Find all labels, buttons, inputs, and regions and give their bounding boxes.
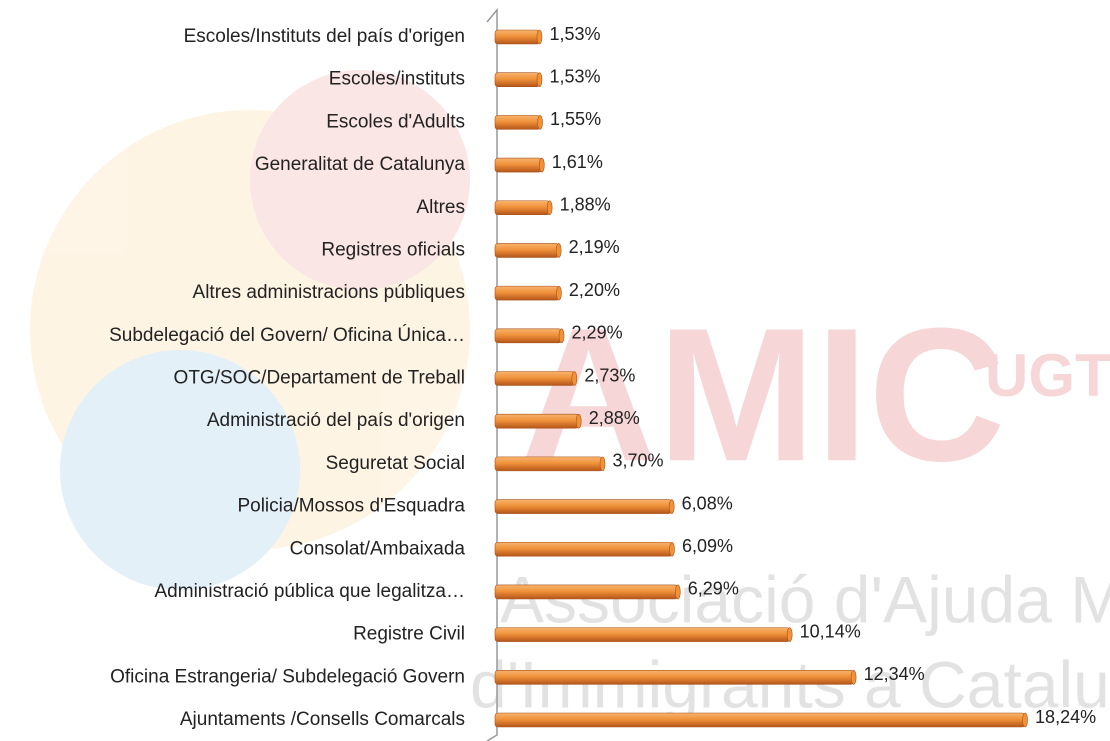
value-label: 6,08% bbox=[682, 493, 733, 513]
category-label: Escoles/Instituts del país d'origen bbox=[184, 26, 465, 47]
value-label: 2,19% bbox=[569, 237, 620, 257]
bar bbox=[495, 201, 550, 215]
bar bbox=[495, 329, 562, 343]
category-label: Administració del país d'origen bbox=[207, 410, 465, 431]
bar-cap bbox=[669, 542, 674, 556]
bar-cap bbox=[675, 585, 680, 599]
bar-cap bbox=[787, 628, 792, 642]
value-label: 1,53% bbox=[549, 66, 600, 86]
bar-cap bbox=[547, 201, 552, 215]
value-label: 1,88% bbox=[560, 195, 611, 215]
value-label: 2,20% bbox=[569, 280, 620, 300]
value-label: 6,09% bbox=[682, 536, 733, 556]
category-label: Subdelegació del Govern/ Oficina Única… bbox=[109, 324, 465, 346]
category-label: Oficina Estrangeria/ Subdelegació Govern bbox=[110, 666, 465, 687]
bar bbox=[495, 243, 559, 257]
value-label: 2,88% bbox=[589, 408, 640, 428]
bar bbox=[495, 542, 672, 556]
bar-cap bbox=[851, 670, 856, 684]
value-label: 1,55% bbox=[550, 109, 601, 129]
bar bbox=[495, 73, 539, 87]
bar bbox=[495, 670, 854, 684]
bar-cap bbox=[537, 30, 542, 44]
value-label: 3,70% bbox=[613, 451, 664, 471]
chart: AMIC UGT Associació d'Ajuda Mútua d'Immi… bbox=[0, 0, 1110, 741]
bar-cap bbox=[556, 243, 561, 257]
category-label: Registre Civil bbox=[353, 624, 465, 645]
category-label: Administració pública que legalitza… bbox=[155, 581, 466, 602]
bar-cap bbox=[1023, 713, 1028, 727]
category-label: Ajuntaments /Consells Comarcals bbox=[180, 709, 465, 730]
category-label: Seguretat Social bbox=[326, 453, 465, 474]
category-label: Altres bbox=[416, 197, 465, 218]
bar-cap bbox=[537, 73, 542, 87]
bar bbox=[495, 414, 579, 428]
category-label: Generalitat de Catalunya bbox=[255, 154, 466, 175]
category-label: Altres administracions públiques bbox=[193, 282, 465, 303]
value-label: 6,29% bbox=[688, 579, 739, 599]
category-label: Registres oficials bbox=[321, 239, 465, 260]
bar bbox=[495, 457, 603, 471]
bar-cap bbox=[669, 500, 674, 514]
bar bbox=[495, 158, 542, 172]
page: AMIC UGT Associació d'Ajuda Mútua d'Immi… bbox=[0, 0, 1110, 741]
bar bbox=[495, 500, 672, 514]
bar-cap bbox=[538, 115, 543, 129]
category-label: Escoles d'Adults bbox=[326, 111, 465, 132]
value-label: 10,14% bbox=[800, 621, 861, 641]
value-label: 2,73% bbox=[584, 365, 635, 385]
bar bbox=[495, 713, 1025, 727]
bar-cap bbox=[559, 329, 564, 343]
value-label: 18,24% bbox=[1035, 707, 1096, 727]
bar bbox=[495, 115, 540, 129]
bar-cap bbox=[576, 414, 581, 428]
bar bbox=[495, 585, 678, 599]
bar-cap bbox=[600, 457, 605, 471]
value-label: 12,34% bbox=[864, 664, 925, 684]
bar bbox=[495, 30, 539, 44]
bar bbox=[495, 372, 574, 386]
bar-cap bbox=[572, 372, 577, 386]
value-label: 1,61% bbox=[552, 152, 603, 172]
bar bbox=[495, 628, 790, 642]
category-label: Escoles/instituts bbox=[329, 69, 465, 90]
bar bbox=[495, 286, 559, 300]
bar-cap bbox=[556, 286, 561, 300]
category-label: Consolat/Ambaixada bbox=[290, 538, 466, 559]
category-label: Policia/Mossos d'Esquadra bbox=[237, 496, 465, 517]
bar-cap bbox=[539, 158, 544, 172]
value-label: 1,53% bbox=[549, 24, 600, 44]
category-label: OTG/SOC/Departament de Treball bbox=[174, 368, 465, 389]
value-label: 2,29% bbox=[572, 323, 623, 343]
watermark-badge: UGT bbox=[985, 342, 1110, 409]
